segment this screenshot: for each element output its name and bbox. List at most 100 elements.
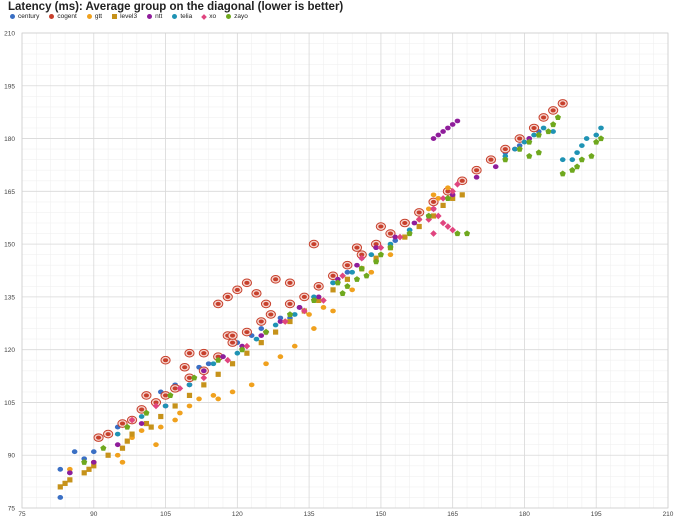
point-cogent-inner (550, 108, 556, 113)
legend-swatch (49, 14, 55, 19)
point-cogent-inner (229, 333, 236, 338)
x-tick-label: 120 (232, 511, 243, 517)
point-level3 (86, 466, 92, 472)
point-cogent (308, 239, 319, 249)
point-cogent-inner (354, 245, 360, 250)
point-ntt (411, 220, 418, 226)
point-xo (176, 385, 184, 392)
point-cogent (471, 165, 482, 175)
point-xo (200, 374, 208, 382)
legend-label: telia (180, 13, 193, 20)
point-gtt (157, 424, 164, 430)
point-cogent (198, 348, 209, 358)
legend-item-ntt[interactable]: ntt (147, 13, 162, 20)
point-zayo (554, 114, 561, 121)
point-ntt (445, 125, 451, 131)
point-zayo (373, 258, 380, 265)
legend-label: cogent (57, 13, 77, 20)
point-cogent-inner (253, 291, 260, 296)
point-cogent (227, 338, 238, 347)
point-cogent-inner (373, 242, 379, 247)
y-tick-label: 90 (8, 453, 16, 460)
x-tick-label: 75 (18, 511, 26, 517)
point-cogent (222, 292, 233, 302)
point-cogent (342, 260, 353, 270)
point-telia (550, 129, 556, 134)
series-century (57, 129, 542, 500)
point-cogent-inner (359, 252, 365, 257)
point-gtt (229, 389, 236, 395)
x-tick-label: 165 (447, 511, 458, 517)
point-xo (430, 205, 437, 213)
point-cogent-inner (560, 101, 566, 106)
point-xo (152, 402, 160, 410)
legend-item-zayo[interactable]: zayo (226, 13, 248, 20)
point-cogent-inner (273, 277, 279, 282)
point-ntt (354, 262, 360, 268)
point-century (81, 456, 88, 462)
legend-item-cogent[interactable]: cogent (49, 13, 77, 20)
point-cogent (270, 274, 281, 284)
y-tick-label: 165 (4, 189, 15, 196)
point-gtt (387, 252, 394, 258)
legend-item-gtt[interactable]: gtt (86, 13, 102, 20)
point-cogent-inner (105, 432, 111, 437)
point-level3 (440, 202, 446, 209)
point-zayo (124, 423, 131, 430)
point-telia (521, 139, 528, 145)
point-cogent (313, 282, 324, 291)
point-cogent-inner (186, 351, 193, 356)
point-cogent (327, 271, 339, 281)
point-zayo (597, 135, 605, 142)
point-telia (502, 153, 509, 159)
point-zayo (516, 145, 523, 152)
legend-item-xo[interactable]: xo (201, 13, 216, 20)
point-cogent (213, 299, 224, 309)
point-gtt (248, 382, 255, 388)
point-cogent (241, 327, 253, 337)
x-tick-label: 210 (663, 511, 674, 517)
point-level3 (91, 463, 97, 469)
point-cogent (241, 278, 253, 288)
point-level3 (129, 431, 135, 437)
point-cogent (500, 144, 511, 154)
point-zayo (191, 374, 198, 381)
point-cogent (170, 384, 181, 393)
y-tick-label: 180 (4, 136, 15, 143)
legend-item-telia[interactable]: telia (172, 13, 192, 20)
point-gtt (349, 287, 355, 293)
point-ntt (114, 442, 121, 448)
point-ntt (449, 192, 456, 198)
point-level3 (316, 297, 322, 304)
point-cogent (184, 373, 195, 383)
legend-item-century[interactable]: century (10, 13, 39, 20)
point-zayo (526, 152, 533, 159)
point-cogent (160, 355, 171, 365)
point-cogent (117, 419, 128, 428)
point-cogent (232, 285, 243, 295)
chart-legend: century cogent gtt level3 ntt telia xo zayo (10, 13, 248, 20)
legend-item-level3[interactable]: level3 (112, 13, 137, 20)
point-ntt (435, 132, 442, 138)
point-cogent-inner (287, 301, 293, 306)
point-ntt (239, 343, 245, 349)
point-level3 (124, 438, 130, 444)
point-zayo (406, 230, 413, 237)
point-zayo (545, 128, 552, 135)
point-telia (598, 125, 604, 131)
point-cogent-inner (301, 294, 307, 299)
point-cogent (179, 362, 190, 372)
point-xo (358, 254, 366, 262)
point-level3 (416, 223, 422, 230)
point-telia (210, 361, 217, 367)
point-telia (138, 414, 145, 419)
point-cogent (399, 218, 410, 228)
point-cogent-inner (139, 407, 145, 412)
point-gtt (153, 442, 159, 448)
point-level3 (186, 392, 193, 399)
point-zayo (358, 265, 365, 272)
series-xo (128, 180, 461, 424)
point-cogent-inner (268, 312, 274, 317)
point-level3 (344, 276, 350, 282)
point-ntt (449, 122, 456, 127)
